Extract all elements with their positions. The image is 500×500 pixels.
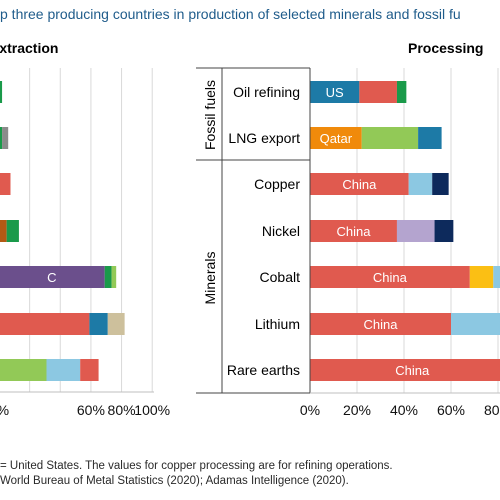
processing-bar-segment	[432, 173, 449, 195]
processing-bar-segment	[310, 220, 397, 242]
extraction-bar-segment	[111, 266, 117, 288]
extraction-bar-segment	[0, 313, 90, 335]
extraction-bar-segment	[80, 359, 99, 381]
processing-bar-segment	[418, 127, 442, 149]
extraction-bar-segment	[0, 359, 47, 381]
processing-bar-segment	[310, 81, 360, 103]
processing-bar-segment	[451, 313, 500, 335]
processing-category-label: LNG export	[228, 130, 300, 146]
processing-category-label: Cobalt	[260, 269, 301, 285]
processing-bar-segment	[310, 359, 500, 381]
page-title: p three producing countries in productio…	[0, 6, 461, 22]
processing-bar-segment	[434, 220, 454, 242]
extraction-panel-title: Extraction	[0, 40, 59, 56]
processing-bar-segment	[361, 127, 419, 149]
extraction-x-tick-label: 100%	[134, 402, 170, 418]
processing-bar-segment	[396, 220, 435, 242]
extraction-bar-segment	[104, 266, 112, 288]
processing-bar-segment	[310, 173, 409, 195]
footnote-abbreviations: = United States. The values for copper p…	[0, 460, 393, 472]
processing-data-label: China	[395, 363, 430, 378]
processing-bar-segment	[396, 81, 407, 103]
processing-bar-segment	[469, 266, 494, 288]
extraction-bar-segment	[0, 220, 7, 242]
extraction-bar-segment	[107, 313, 125, 335]
group-label-minerals: Minerals	[202, 252, 218, 305]
extraction-bar-segment	[0, 81, 3, 103]
processing-bar-segment	[310, 127, 362, 149]
processing-category-label: Oil refining	[233, 84, 300, 100]
processing-x-tick-label: 80%	[484, 402, 500, 418]
processing-category-label: Nickel	[262, 223, 300, 239]
processing-x-tick-label: 0%	[300, 402, 320, 418]
extraction-bar-segment	[0, 173, 11, 195]
processing-bar-segment	[310, 313, 451, 335]
processing-bar-segment	[310, 266, 470, 288]
extraction-bar-segment	[6, 220, 19, 242]
extraction-x-tick-label: 60%	[77, 402, 105, 418]
extraction-bar-segment	[2, 127, 9, 149]
processing-bar-segment	[408, 173, 433, 195]
extraction-bar-segment	[89, 313, 108, 335]
processing-data-label: US	[326, 85, 344, 100]
processing-x-tick-label: 40%	[390, 402, 418, 418]
processing-x-tick-label: 60%	[437, 402, 465, 418]
processing-bar-segment	[359, 81, 397, 103]
extraction-x-tick-label: 80%	[108, 402, 136, 418]
processing-data-label: China	[342, 177, 377, 192]
processing-bar-segment	[493, 266, 500, 288]
extraction-bar-segment	[0, 127, 3, 149]
processing-data-label: China	[364, 317, 399, 332]
extraction-data-label: C	[47, 270, 56, 285]
processing-data-label: China	[336, 224, 371, 239]
processing-data-label: Qatar	[320, 131, 353, 146]
processing-category-label: Rare earths	[227, 362, 300, 378]
processing-category-label: Lithium	[255, 316, 300, 332]
processing-panel-title: Processing	[408, 40, 484, 56]
extraction-x-tick-label: 0%	[0, 402, 9, 418]
group-label-fossil-fuels: Fossil fuels	[202, 80, 218, 150]
footnote-sources: World Bureau of Metal Statistics (2020);…	[0, 475, 349, 487]
processing-x-tick-label: 20%	[343, 402, 371, 418]
processing-category-label: Copper	[254, 176, 300, 192]
processing-data-label: China	[373, 270, 408, 285]
extraction-bar-segment	[46, 359, 81, 381]
extraction-bar-segment	[0, 266, 105, 288]
